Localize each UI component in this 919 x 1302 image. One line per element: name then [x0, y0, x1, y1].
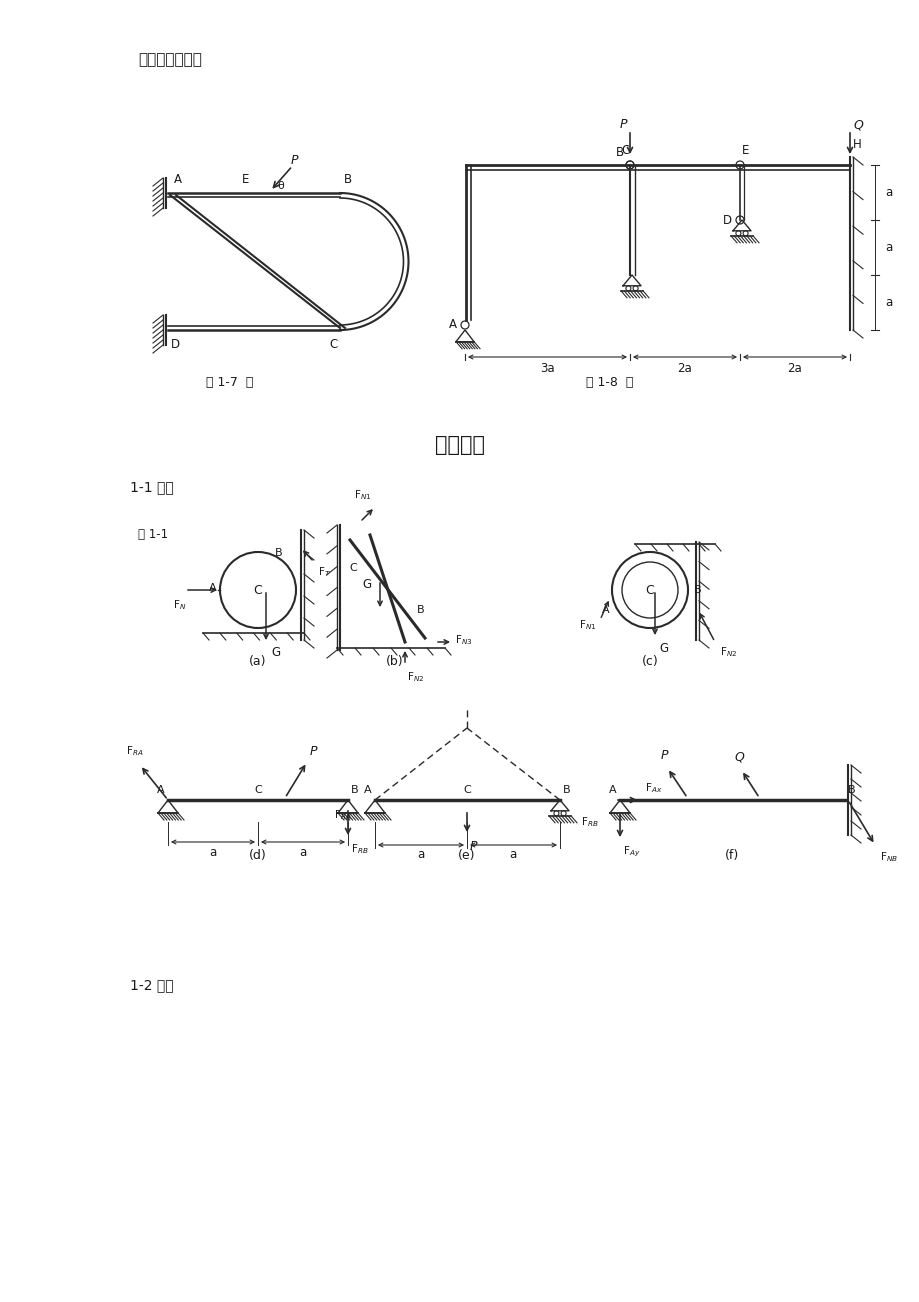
Text: 参考答案: 参考答案 — [435, 435, 484, 454]
Text: F$_{N3}$: F$_{N3}$ — [455, 633, 472, 647]
Text: a: a — [884, 296, 891, 309]
Text: a: a — [509, 849, 516, 862]
Text: Q: Q — [852, 118, 862, 132]
Text: A: A — [608, 785, 617, 796]
Text: a: a — [884, 241, 891, 254]
Text: (e): (e) — [458, 849, 475, 862]
Text: C: C — [254, 785, 262, 796]
Text: B: B — [562, 785, 570, 796]
Text: B: B — [275, 548, 282, 559]
Text: P: P — [290, 155, 298, 168]
Text: G: G — [658, 642, 667, 655]
Text: F$_{RA}$: F$_{RA}$ — [334, 809, 351, 822]
Text: A: A — [448, 319, 457, 332]
Text: F$_{N2}$: F$_{N2}$ — [406, 671, 424, 684]
Text: (d): (d) — [249, 849, 267, 862]
Text: C: C — [349, 562, 357, 573]
Text: a: a — [884, 186, 891, 199]
Text: F$_{NB}$: F$_{NB}$ — [879, 850, 897, 863]
Text: D: D — [722, 214, 732, 227]
Text: B: B — [344, 173, 352, 186]
Text: P: P — [660, 749, 667, 762]
Text: A: A — [174, 173, 182, 186]
Text: B: B — [693, 585, 701, 595]
Text: F$_{RB}$: F$_{RB}$ — [351, 842, 369, 855]
Text: F$_{Ax}$: F$_{Ax}$ — [644, 781, 662, 796]
Text: 部分的受力图。: 部分的受力图。 — [138, 52, 201, 68]
Text: B: B — [351, 785, 358, 796]
Text: (c): (c) — [641, 655, 658, 668]
Text: a: a — [299, 845, 306, 858]
Text: 2a: 2a — [787, 362, 801, 375]
Text: F$_{N1}$: F$_{N1}$ — [579, 618, 596, 631]
Text: F$_T$: F$_T$ — [318, 565, 331, 579]
Text: H: H — [852, 138, 861, 151]
Text: Q: Q — [733, 751, 743, 764]
Text: F$_{RA}$: F$_{RA}$ — [126, 745, 143, 758]
Text: P: P — [618, 118, 627, 132]
Text: G: G — [271, 646, 279, 659]
Text: 1-1 解：: 1-1 解： — [130, 480, 174, 493]
Text: E: E — [242, 173, 249, 186]
Text: 3a: 3a — [539, 362, 554, 375]
Text: a: a — [417, 849, 425, 862]
Text: E: E — [742, 145, 749, 158]
Text: C: C — [621, 145, 630, 158]
Text: F$_{N1}$: F$_{N1}$ — [354, 488, 371, 503]
Text: F$_{N2}$: F$_{N2}$ — [720, 644, 736, 659]
Text: (f): (f) — [724, 849, 738, 862]
Text: a: a — [210, 845, 216, 858]
Text: 题 1-1: 题 1-1 — [138, 529, 168, 542]
Text: B: B — [615, 146, 623, 159]
Text: (a): (a) — [249, 655, 267, 668]
Text: B: B — [416, 605, 425, 615]
Text: P: P — [470, 840, 477, 853]
Text: B: B — [847, 785, 855, 796]
Text: C: C — [329, 339, 337, 352]
Text: F$_N$: F$_N$ — [173, 598, 187, 612]
Text: G: G — [362, 578, 371, 591]
Text: F$_{RB}$: F$_{RB}$ — [581, 815, 598, 829]
Text: F$_{Ay}$: F$_{Ay}$ — [622, 845, 640, 859]
Text: C: C — [254, 583, 262, 596]
Text: C: C — [645, 583, 653, 596]
Text: C: C — [462, 785, 471, 796]
Text: A: A — [157, 785, 165, 796]
Text: A: A — [210, 583, 217, 592]
Text: 题 1-8  图: 题 1-8 图 — [585, 375, 633, 388]
Text: θ: θ — [277, 181, 283, 191]
Text: D: D — [171, 339, 180, 352]
Text: 题 1-7  图: 题 1-7 图 — [206, 375, 254, 388]
Text: (b): (b) — [386, 655, 403, 668]
Text: 2a: 2a — [677, 362, 692, 375]
Text: 1-2 解：: 1-2 解： — [130, 978, 174, 992]
Text: P: P — [310, 745, 317, 758]
Text: A: A — [364, 785, 371, 796]
Text: A: A — [602, 605, 609, 615]
